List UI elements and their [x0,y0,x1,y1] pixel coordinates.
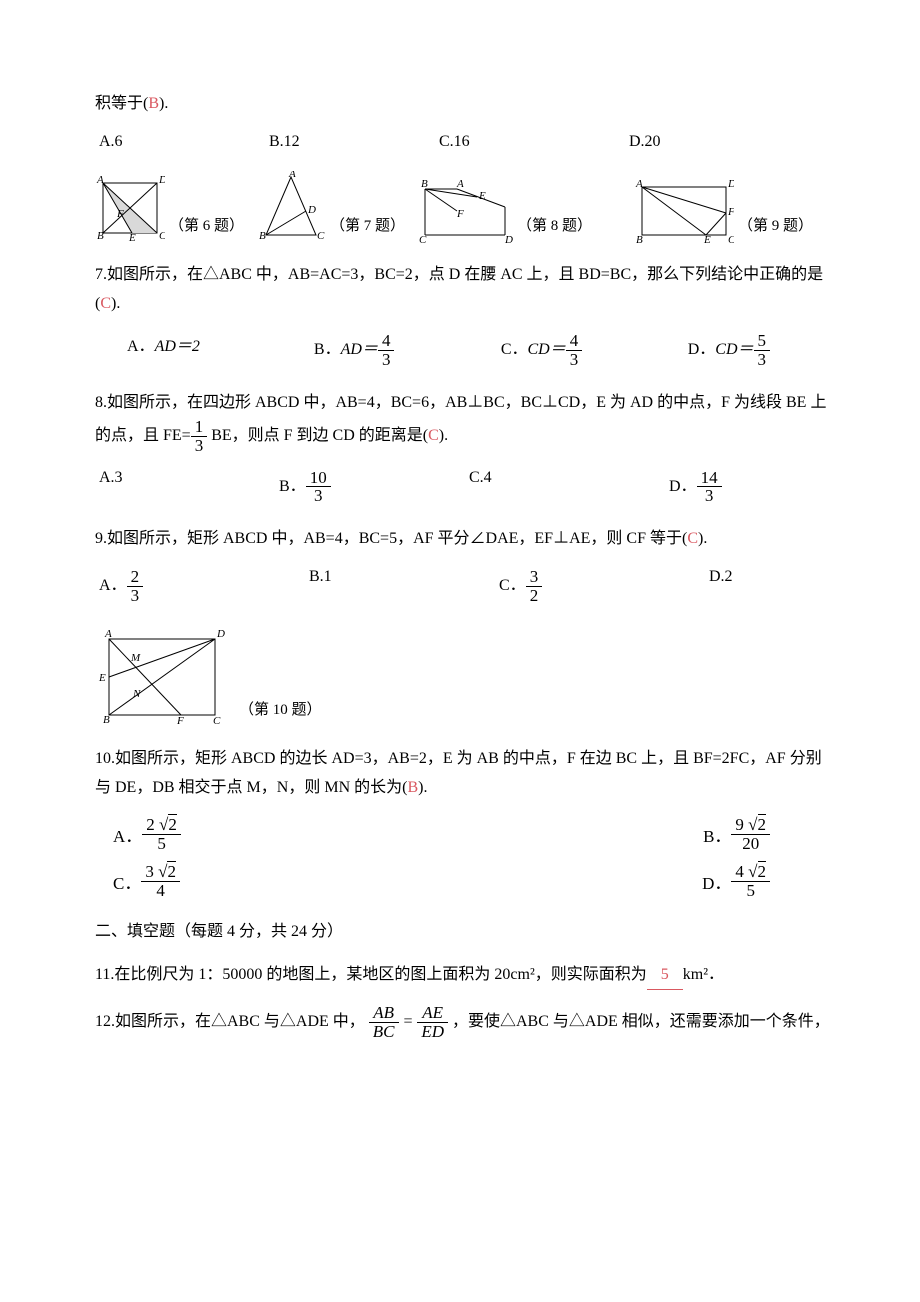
q7-opt-d: D．CD＝53 [688,332,770,369]
q10-options: A． 2 √25 B． 9 √220 C． 3 √24 D． 4 √25 [113,816,830,899]
figure-6-label: （第 6 题） [169,214,244,235]
svg-text:A: A [96,174,104,186]
figure-row-6-9: A D B C E F （第 6 题） A B C D （第 7 题） [95,171,830,243]
svg-text:C: C [317,230,325,242]
svg-text:C: C [419,234,427,243]
q9-opt-b: B.1 [309,568,439,605]
svg-text:D: D [307,204,316,216]
q6-close: ). [159,95,168,112]
figure-8-label: （第 8 题） [517,214,592,235]
q9-options: A．23 B.1 C．32 D.2 [99,568,830,605]
q11-text: 11.在比例尺为 1：50000 的地图上，某地区的图上面积为 20cm²，则实… [95,961,830,991]
q8-text: 8.如图所示，在四边形 ABCD 中，AB=4，BC=6，AB⊥BC，BC⊥CD… [95,389,830,454]
q9-answer: C [687,530,698,547]
figure-9-label: （第 9 题） [738,214,813,235]
svg-text:B: B [636,234,643,243]
svg-text:F: F [176,715,184,727]
svg-text:A: A [104,628,112,640]
figure-10: A D E B F C M N （第 10 题） [95,627,818,727]
q6-continuation: 积等于(B). [95,90,830,119]
q7-answer: C [100,295,111,312]
figure-7-label: （第 7 题） [330,214,405,235]
q9-opt-d: D.2 [709,568,733,605]
q10-opt-c: C． 3 √24 [113,863,180,900]
figure-8-svg: B A E F C D [417,177,513,243]
figure-6: A D B C E F （第 6 题） [95,173,244,243]
svg-text:A: A [456,178,464,190]
svg-text:A: A [635,178,643,190]
q7-opt-c: C．CD＝43 [501,332,628,369]
q8-answer: C [428,427,439,444]
svg-text:E: E [478,190,486,202]
svg-text:B: B [103,714,110,726]
svg-text:D: D [216,628,225,640]
svg-text:B: B [421,178,428,190]
svg-text:F: F [456,208,464,220]
q6-opt-d: D.20 [629,133,661,151]
q8-options: A.3 B．103 C.4 D．143 [99,469,830,506]
svg-text:M: M [130,652,141,664]
q6-text: 积等于( [95,95,148,112]
figure-9: A D B C E F （第 9 题） [634,177,813,243]
section-2-heading: 二、填空题（每题 4 分，共 24 分） [95,918,830,947]
svg-text:D: D [158,174,165,186]
q10-opt-d: D． 4 √25 [702,863,830,900]
svg-text:E: E [703,234,711,243]
figure-7-svg: A B C D [256,171,326,243]
q10-answer: B [407,779,418,796]
q6-opt-a: A.6 [99,133,209,151]
q7-text: 7.如图所示，在△ABC 中，AB=AC=3，BC=2，点 D 在腰 AC 上，… [95,261,830,319]
svg-text:F: F [727,206,734,218]
svg-text:B: B [259,230,266,242]
figure-8: B A E F C D （第 8 题） [417,177,592,243]
svg-text:E: E [98,672,106,684]
figure-6-svg: A D B C E F [95,173,165,243]
q6-options: A.6 B.12 C.16 D.20 [99,133,830,151]
q9-opt-c: C．32 [499,568,649,605]
svg-text:D: D [504,234,513,243]
svg-text:C: C [213,715,221,727]
svg-text:E: E [128,232,136,243]
q6-answer: B [148,95,159,112]
figure-10-svg: A D E B F C M N [95,627,225,727]
q12-text: 12.如图所示，在△ABC 与△ADE 中， ABBC = AEED ，要使△A… [95,1004,830,1041]
q11-answer: 5 [647,961,683,991]
q6-opt-b: B.12 [269,133,379,151]
q9-text: 9.如图所示，矩形 ABCD 中，AB=4，BC=5，AF 平分∠DAE，EF⊥… [95,525,830,554]
q8-opt-a: A.3 [99,469,219,506]
q8-opt-b: B．103 [279,469,409,506]
q7-opt-a: A．AD＝2 [127,332,254,369]
q8-opt-d: D．143 [669,469,722,506]
q10-opt-b: B． 9 √220 [703,816,830,853]
svg-text:N: N [132,688,141,700]
document-page: 积等于(B). A.6 B.12 C.16 D.20 A D B C E F （… [0,0,920,1095]
svg-text:B: B [97,230,104,242]
q9-opt-a: A．23 [99,568,249,605]
figure-7: A B C D （第 7 题） [256,171,405,243]
svg-text:C: C [728,234,734,243]
svg-text:D: D [727,178,734,190]
svg-text:F: F [116,208,124,220]
q8-opt-c: C.4 [469,469,609,506]
figure-10-label: （第 10 题） [239,698,322,719]
svg-text:A: A [288,171,296,180]
q10-text: 10.如图所示，矩形 ABCD 的边长 AD=3，AB=2，E 为 AB 的中点… [95,745,830,803]
svg-text:C: C [159,230,165,242]
q10-opt-a: A． 2 √25 [113,816,181,853]
q7-options: A．AD＝2 B．AD＝43 C．CD＝43 D．CD＝53 [127,332,830,369]
q6-opt-c: C.16 [439,133,569,151]
q7-opt-b: B．AD＝43 [314,332,441,369]
figure-9-svg: A D B C E F [634,177,734,243]
